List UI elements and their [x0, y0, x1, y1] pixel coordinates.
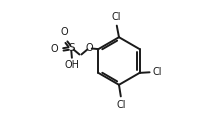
Text: Cl: Cl	[111, 12, 120, 22]
Text: S: S	[68, 44, 74, 53]
Text: Cl: Cl	[116, 100, 125, 110]
Text: O: O	[85, 44, 93, 53]
Text: OH: OH	[64, 60, 79, 70]
Text: Cl: Cl	[151, 67, 161, 77]
Text: O: O	[60, 27, 68, 37]
Text: O: O	[50, 45, 58, 54]
